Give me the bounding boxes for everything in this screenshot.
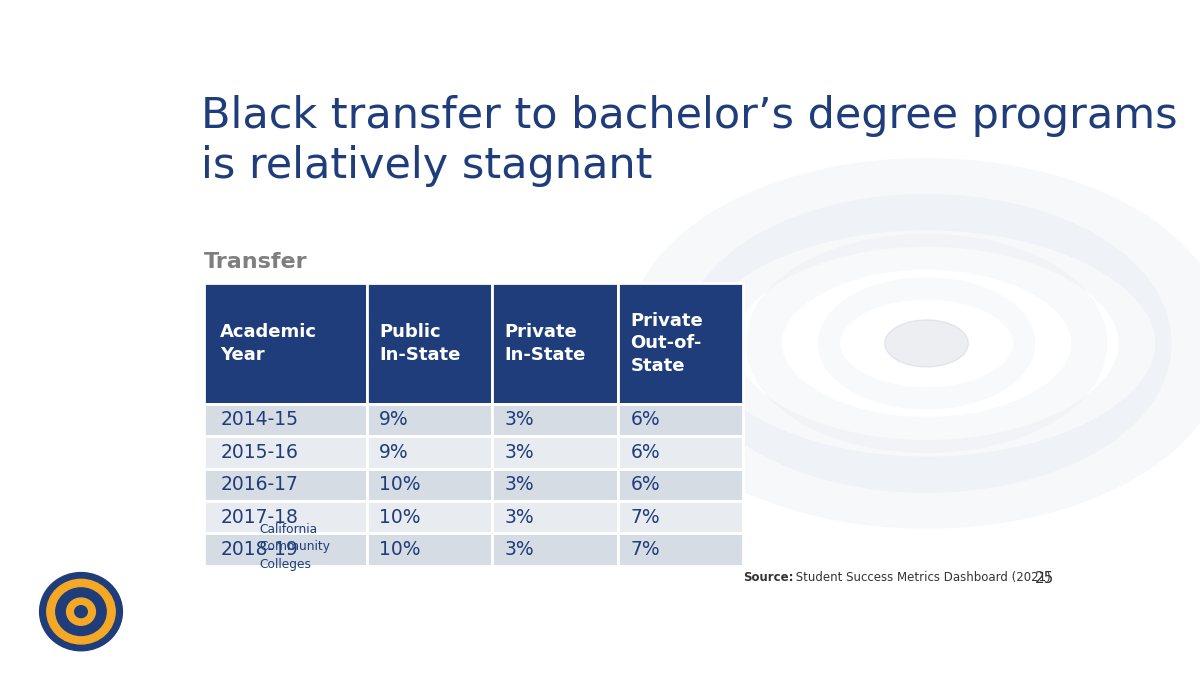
Circle shape [74,606,88,617]
FancyBboxPatch shape [367,436,492,469]
Text: 3%: 3% [505,443,534,462]
Text: 10%: 10% [379,540,421,559]
Text: 7%: 7% [630,540,660,559]
FancyBboxPatch shape [204,436,367,469]
FancyBboxPatch shape [492,469,618,501]
Circle shape [884,320,968,367]
Text: 6%: 6% [630,475,660,494]
FancyBboxPatch shape [367,283,492,404]
Text: Student Success Metrics Dashboard (2021): Student Success Metrics Dashboard (2021) [792,571,1050,584]
FancyBboxPatch shape [367,404,492,436]
Text: Black transfer to bachelor’s degree programs
is relatively stagnant: Black transfer to bachelor’s degree prog… [202,95,1177,187]
FancyBboxPatch shape [204,283,367,404]
Text: 2018-19: 2018-19 [221,540,298,559]
FancyBboxPatch shape [367,534,492,566]
Text: 2016-17: 2016-17 [221,475,298,494]
FancyBboxPatch shape [204,404,367,436]
FancyBboxPatch shape [618,469,743,501]
FancyBboxPatch shape [618,534,743,566]
Text: 2017-18: 2017-18 [221,508,298,527]
Circle shape [55,588,107,635]
Text: 7%: 7% [630,508,660,527]
FancyBboxPatch shape [492,534,618,566]
FancyBboxPatch shape [492,436,618,469]
Text: Transfer: Transfer [204,252,307,272]
FancyBboxPatch shape [204,469,367,501]
Text: 3%: 3% [505,475,534,494]
Circle shape [47,579,115,644]
FancyBboxPatch shape [492,404,618,436]
FancyBboxPatch shape [618,404,743,436]
FancyBboxPatch shape [492,283,618,404]
Text: Public
In-State: Public In-State [379,323,461,364]
FancyBboxPatch shape [367,469,492,501]
FancyBboxPatch shape [204,501,367,534]
Text: 10%: 10% [379,475,421,494]
Text: 9%: 9% [379,443,409,462]
Text: 6%: 6% [630,410,660,429]
FancyBboxPatch shape [204,534,367,566]
Text: 25: 25 [1034,571,1054,586]
Text: 2014-15: 2014-15 [221,410,299,429]
FancyBboxPatch shape [367,501,492,534]
FancyBboxPatch shape [618,501,743,534]
Text: 9%: 9% [379,410,409,429]
FancyBboxPatch shape [492,501,618,534]
Text: California
Community
Colleges: California Community Colleges [259,522,331,571]
Text: 10%: 10% [379,508,421,527]
Text: Source:: Source: [743,571,794,584]
Text: 2015-16: 2015-16 [221,443,298,462]
Text: 3%: 3% [505,508,534,527]
Text: Private
In-State: Private In-State [505,323,586,364]
Text: 3%: 3% [505,410,534,429]
Text: 6%: 6% [630,443,660,462]
FancyBboxPatch shape [618,283,743,404]
Text: Academic
Year: Academic Year [221,323,317,364]
FancyBboxPatch shape [618,436,743,469]
Circle shape [40,573,122,651]
Circle shape [67,598,96,626]
Text: 3%: 3% [505,540,534,559]
Text: Private
Out-of-
State: Private Out-of- State [630,312,703,375]
